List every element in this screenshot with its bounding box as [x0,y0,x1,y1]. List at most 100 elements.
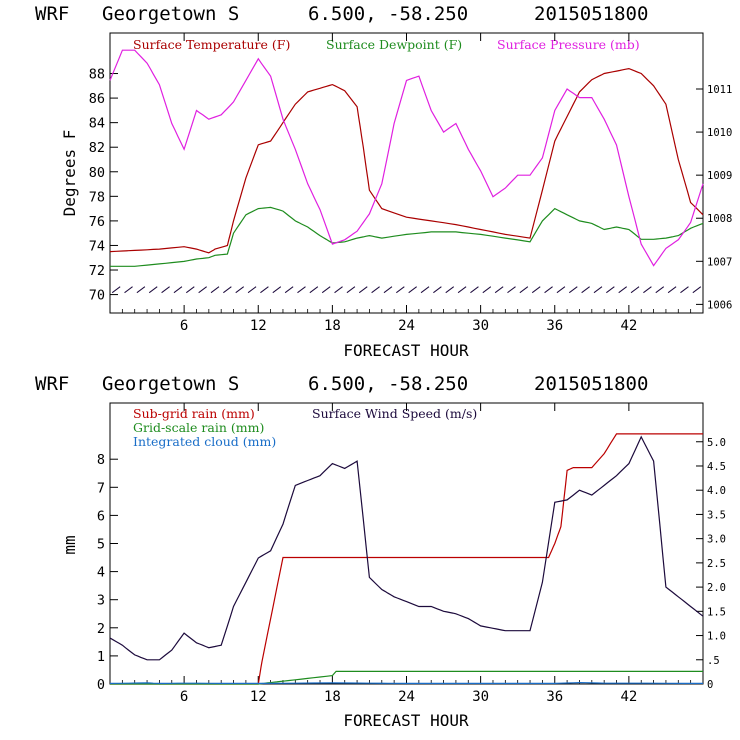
panel2-location: Georgetown S [102,373,239,395]
wind-barb [680,286,689,294]
y-tick-label: 5 [97,537,105,553]
y-tick-label: 86 [89,91,105,107]
x-tick-label: 6 [180,318,188,334]
panel2-model: WRF [35,373,69,395]
wind-barb [111,286,121,294]
integrated-cloud-line [109,681,703,684]
wind-barb [618,286,627,294]
panel2-init: 2015051800 [534,373,648,395]
legend-subgrid-rain: Sub-grid rain (mm) [133,406,255,421]
wind-barb [692,286,702,294]
wind-barb [519,286,529,294]
y2-tick-label: 1009 [707,170,732,182]
y-tick-label: 8 [97,452,105,468]
y2-tick-label: 1011 [707,84,732,96]
y-tick-label: 4 [97,565,105,581]
precipitation-panel: WRF Georgetown S 6.500, -58.250 20150518… [35,373,726,730]
wind-barb [544,286,553,294]
x-tick-label: 18 [324,689,341,705]
x-tick-label: 42 [620,689,637,705]
y2-tick-label: 1.5 [707,606,726,618]
y-tick-label: 84 [89,116,105,132]
wind-barb [309,286,319,294]
wind-barb [346,286,356,294]
panel1-series [109,49,704,267]
y-tick-label: 88 [89,67,105,83]
y-tick-label: 2 [97,621,105,637]
y2-tick-label: 1010 [707,127,732,139]
y-tick-label: 7 [97,480,105,496]
wind-barb [260,286,269,294]
y-tick-label: 74 [89,238,105,254]
legend-pressure: Surface Pressure (mb) [497,37,640,52]
wind-barb [494,286,504,294]
wind-barb [396,286,405,294]
y-tick-label: 80 [89,165,105,181]
wind-speed-line [109,435,704,661]
wind-barb [445,286,455,294]
panel1-model: WRF [35,3,69,25]
panel2-y-label: mm [60,535,79,554]
panel1-y-ticks: 70 72 74 76 78 80 82 84 86 88 [89,67,118,304]
panel2-x-ticks: 6 12 18 24 30 36 42 [121,403,692,705]
wind-barb [568,286,578,294]
y2-tick-label: 5.0 [707,437,726,449]
x-tick-label: 30 [472,689,489,705]
y2-tick-label: 2.0 [707,582,726,594]
wind-barb [272,286,282,294]
x-tick-label: 30 [472,318,489,334]
x-tick-label: 36 [546,318,563,334]
wind-barbs [111,286,702,294]
y-tick-label: 78 [89,189,105,205]
wind-barb [383,286,393,294]
wind-barb [655,286,665,294]
wind-barb [507,286,516,294]
temperature-panel: WRF Georgetown S 6.500, -58.250 20150518… [35,3,732,360]
wind-barb [433,286,442,294]
y-tick-label: 76 [89,214,105,230]
wind-barb [247,286,257,294]
wind-barb [531,286,541,294]
dewpoint-line [110,206,704,267]
legend-temperature: Surface Temperature (F) [133,37,290,52]
x-tick-label: 6 [180,689,188,705]
panel2-x-label: FORECAST HOUR [343,711,469,730]
y-tick-label: 1 [97,649,105,665]
y2-tick-label: 1008 [707,213,732,225]
wind-barb [408,286,417,294]
x-tick-label: 18 [324,318,341,334]
y2-tick-label: 1007 [707,256,732,268]
y2-tick-label: 3.0 [707,534,726,546]
wind-barb [470,286,479,294]
wind-barb [161,286,170,294]
y2-tick-label: 3.5 [707,509,726,521]
wind-barb [581,286,590,294]
y2-tick-label: 0 [707,679,713,691]
y-tick-label: 6 [97,508,105,524]
wind-barb [321,286,331,294]
wind-barb [667,286,677,294]
panel2-series [109,433,704,685]
wind-barb [124,286,133,294]
x-tick-label: 12 [250,689,267,705]
y2-tick-label: .5 [707,655,720,667]
wind-barb [235,286,245,294]
x-tick-label: 24 [398,689,415,705]
wind-barb [457,286,467,294]
panel1-frame [109,32,704,314]
legend-integrated-cloud: Integrated cloud (mm) [133,434,276,449]
panel1-coords: 6.500, -58.250 [308,3,468,25]
wind-barb [371,286,380,294]
y-tick-label: 0 [97,677,105,693]
wind-barb [420,286,430,294]
x-tick-label: 24 [398,318,415,334]
wind-barb [198,286,207,294]
y2-tick-label: 4.5 [707,461,726,473]
wind-barb [186,286,195,294]
wind-barb [173,286,183,294]
wind-barb [148,286,158,294]
wind-barb [223,286,232,294]
temperature-line [109,67,704,254]
panel2-y-ticks: 0 1 2 3 4 5 6 7 8 [97,452,118,693]
panel2-coords: 6.500, -58.250 [308,373,468,395]
